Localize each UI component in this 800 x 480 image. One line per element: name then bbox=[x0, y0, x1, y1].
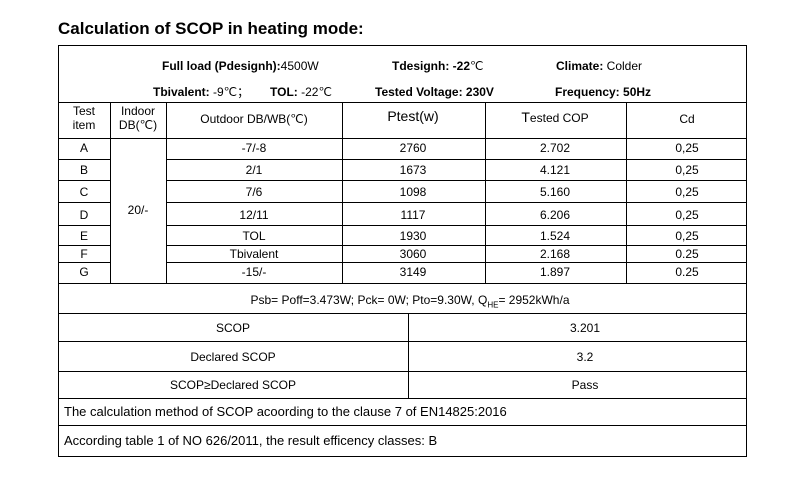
row-ptest: 3060 bbox=[399, 247, 427, 261]
row-divider bbox=[166, 245, 747, 246]
row-divider bbox=[58, 371, 747, 372]
row-divider bbox=[58, 245, 110, 246]
col-divider bbox=[110, 102, 111, 283]
col-header-outdoor: Outdoor DB/WB(℃) bbox=[200, 112, 308, 126]
row-outdoor: -15/- bbox=[241, 265, 267, 279]
climate-label: Climate: Colder bbox=[556, 59, 643, 73]
row-item: E bbox=[79, 229, 89, 243]
row-divider bbox=[58, 138, 747, 139]
full-load-value: 4500W bbox=[280, 59, 319, 73]
efficiency-class-note: According table 1 of NO 626/2011, the re… bbox=[64, 433, 438, 448]
col-divider bbox=[485, 102, 486, 283]
row-outdoor: -7/-8 bbox=[241, 141, 267, 155]
col-divider bbox=[166, 102, 167, 283]
row-cd: 0,25 bbox=[675, 141, 699, 155]
col-header-test-item: Test item bbox=[72, 104, 96, 132]
row-divider bbox=[166, 180, 747, 181]
comparison-label: SCOP≥Declared SCOP bbox=[170, 378, 296, 392]
col-divider bbox=[342, 102, 343, 283]
col-divider bbox=[626, 102, 627, 283]
scop-table bbox=[58, 45, 747, 457]
col-header-indoor: Indoor DB(℃) bbox=[118, 104, 158, 132]
tbivalent-value: -9℃； bbox=[209, 85, 250, 99]
page-title: Calculation of SCOP in heating mode: bbox=[58, 19, 364, 38]
row-divider bbox=[166, 262, 747, 263]
col-divider bbox=[408, 313, 409, 398]
row-divider bbox=[166, 202, 747, 203]
row-divider bbox=[58, 283, 747, 284]
row-cop: 5.160 bbox=[539, 185, 571, 199]
row-item: A bbox=[79, 141, 89, 155]
tol-label: TOL: -22℃ bbox=[270, 85, 332, 99]
row-ptest: 1930 bbox=[399, 229, 427, 243]
row-item: C bbox=[79, 185, 89, 199]
row-cd: 0,25 bbox=[675, 208, 699, 222]
row-cop: 6.206 bbox=[539, 208, 571, 222]
calculation-method-note: The calculation method of SCOP acoording… bbox=[64, 404, 507, 419]
declared-scop-label: Declared SCOP bbox=[190, 350, 276, 364]
row-item: G bbox=[79, 265, 89, 279]
row-outdoor: 7/6 bbox=[245, 185, 263, 199]
row-item: D bbox=[79, 208, 89, 222]
row-divider bbox=[58, 313, 747, 314]
power-consumption-line: Psb= Poff=3.473W; Pck= 0W; Pto=9.30W, QH… bbox=[250, 293, 570, 310]
row-cd: 0,25 bbox=[675, 163, 699, 177]
row-cop: 2.702 bbox=[539, 141, 571, 155]
row-outdoor: TOL bbox=[242, 229, 266, 243]
comparison-result: Pass bbox=[571, 378, 599, 392]
row-divider bbox=[58, 180, 110, 181]
row-cd: 0,25 bbox=[675, 185, 699, 199]
tbivalent-label: Tbivalent: -9℃； bbox=[153, 85, 250, 99]
row-cd: 0,25 bbox=[675, 229, 699, 243]
row-cd: 0.25 bbox=[675, 265, 699, 279]
col-header-ptest: Ptest(w) bbox=[387, 108, 439, 124]
row-ptest: 2760 bbox=[399, 141, 427, 155]
row-item: F bbox=[80, 247, 88, 261]
col-header-cd: Cd bbox=[679, 112, 695, 126]
row-item: B bbox=[79, 163, 89, 177]
tdesign-unit: ℃ bbox=[470, 59, 484, 73]
row-ptest: 1673 bbox=[399, 163, 427, 177]
row-cop: 1.524 bbox=[539, 229, 571, 243]
full-load-label: Full load (Pdesignh):4500W bbox=[162, 59, 319, 73]
row-divider bbox=[58, 202, 110, 203]
row-cd: 0.25 bbox=[675, 247, 699, 261]
row-divider bbox=[58, 225, 110, 226]
row-cop: 1.897 bbox=[539, 265, 571, 279]
row-divider bbox=[58, 425, 747, 426]
row-outdoor: 2/1 bbox=[245, 163, 263, 177]
indoor-value: 20/- bbox=[127, 203, 149, 217]
tested-voltage: Tested Voltage: 230V bbox=[375, 85, 494, 99]
row-divider bbox=[166, 225, 747, 226]
scop-value: 3.201 bbox=[569, 321, 601, 335]
col-header-cop: Tested COP bbox=[521, 109, 589, 125]
row-outdoor: Tbivalent bbox=[229, 247, 279, 261]
scop-label: SCOP bbox=[215, 321, 251, 335]
climate-value: Colder bbox=[603, 59, 643, 73]
row-divider bbox=[58, 262, 110, 263]
row-divider bbox=[166, 159, 747, 160]
declared-scop-value: 3.2 bbox=[576, 350, 594, 364]
frequency: Frequency: 50Hz bbox=[555, 85, 652, 99]
row-divider bbox=[58, 398, 747, 399]
row-divider bbox=[58, 102, 747, 103]
row-cop: 2.168 bbox=[539, 247, 571, 261]
row-ptest: 1117 bbox=[400, 208, 426, 222]
row-cop: 4.121 bbox=[539, 163, 571, 177]
row-divider bbox=[58, 341, 747, 342]
row-ptest: 3149 bbox=[399, 265, 427, 279]
row-ptest: 1098 bbox=[399, 185, 427, 199]
tol-value: -22℃ bbox=[297, 85, 332, 99]
row-outdoor: 12/11 bbox=[239, 208, 269, 222]
row-divider bbox=[58, 159, 110, 160]
tdesign-label: Tdesignh: -22℃ bbox=[392, 59, 484, 73]
